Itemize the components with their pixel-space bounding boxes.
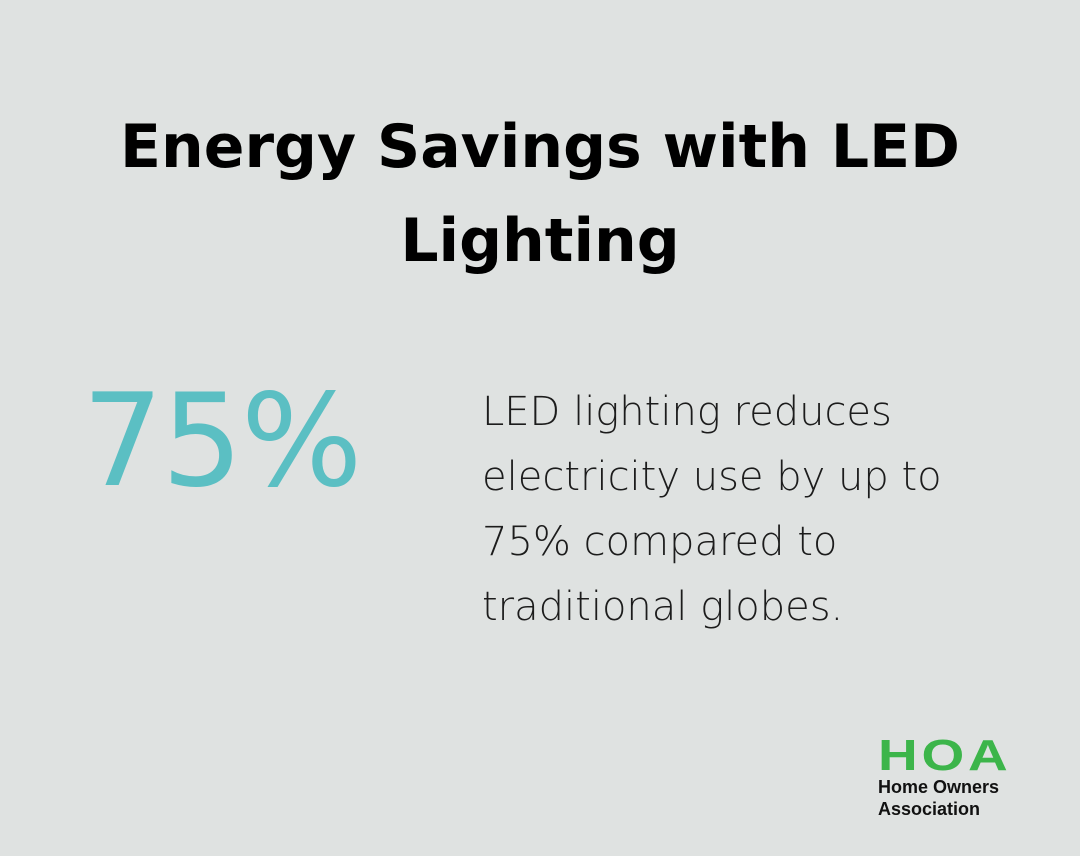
stat-description-line: electricity use by up to <box>482 454 942 500</box>
hoa-logo-mark: HOA <box>878 731 1012 780</box>
stat-description-line: traditional globes. <box>482 584 844 630</box>
hoa-logo: HOA Home Owners Association <box>878 734 1048 820</box>
stat-description: LED lighting reduces electricity use by … <box>482 380 1042 640</box>
hoa-logo-line-2: Association <box>878 799 981 819</box>
stat-description-line: 75% compared to <box>482 519 838 565</box>
stat-description-line: LED lighting reduces <box>482 389 892 435</box>
page-title-line-2: Lighting <box>400 206 680 276</box>
hoa-logo-line-1: Home Owners <box>878 777 1000 797</box>
page-title: Energy Savings with LED Lighting <box>0 100 1080 288</box>
page-title-line-1: Energy Savings with LED <box>120 112 960 182</box>
stat-percentage: 75% <box>82 367 362 516</box>
